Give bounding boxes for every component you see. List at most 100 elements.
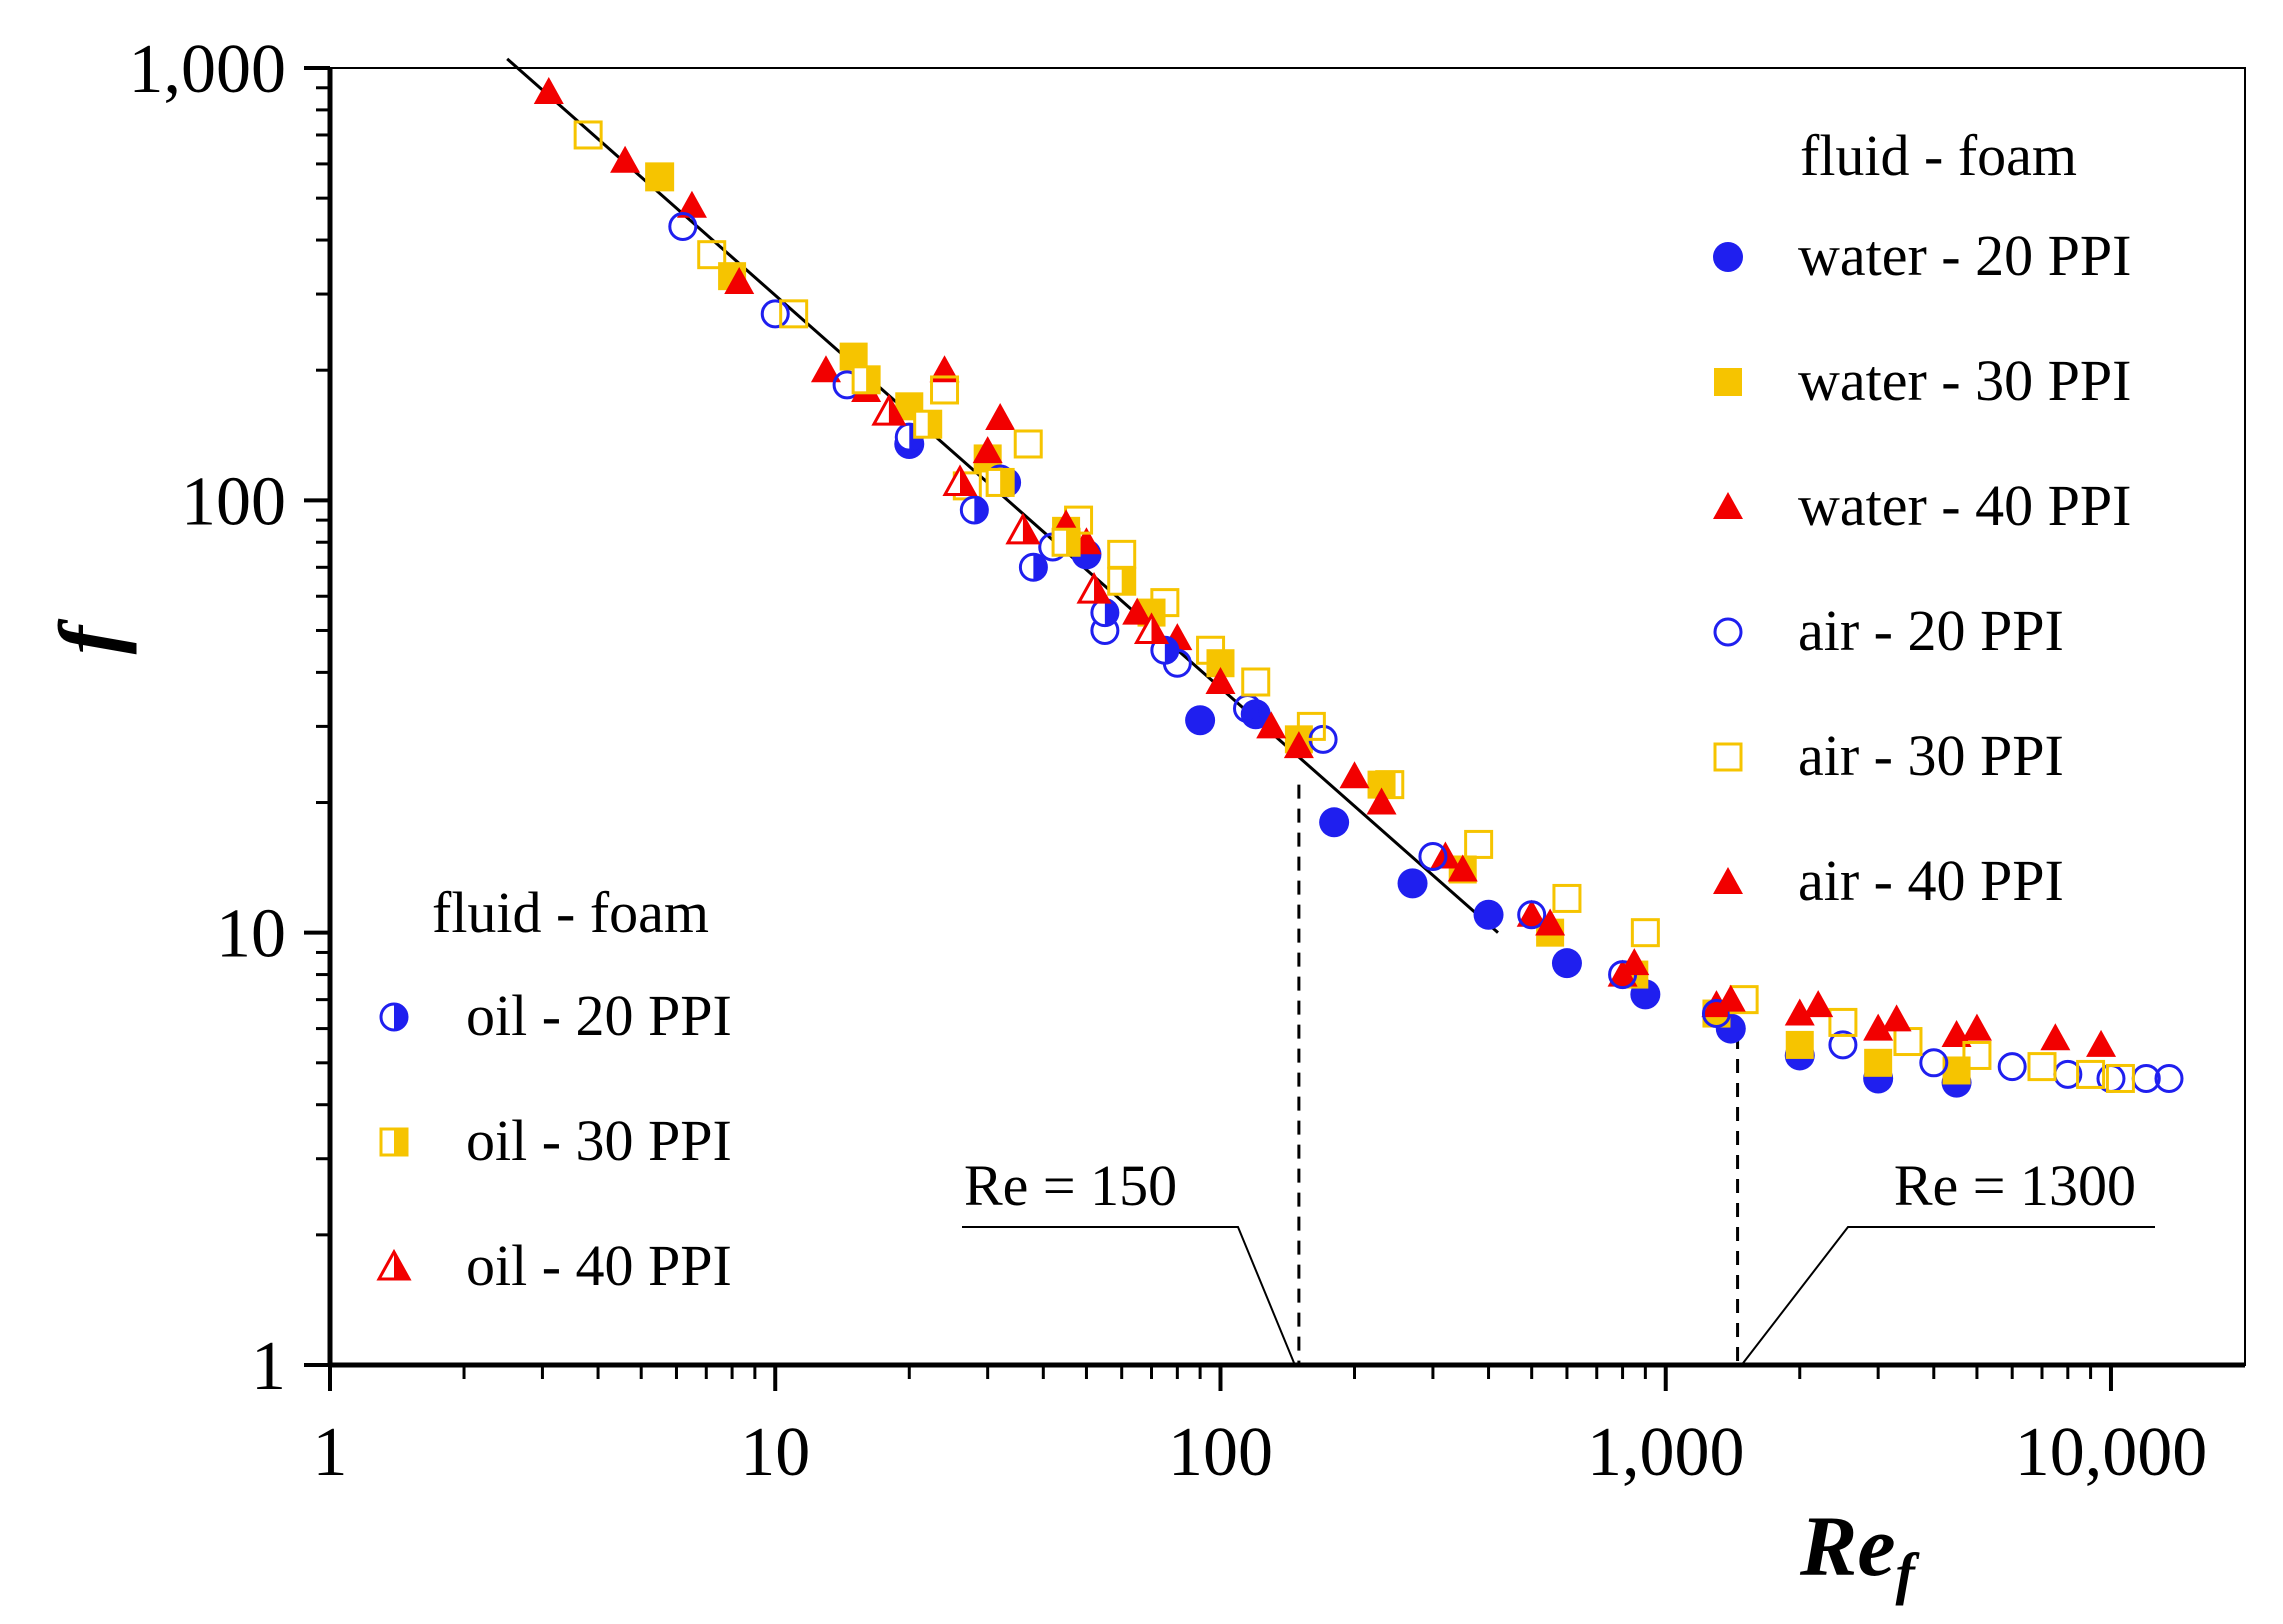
marker-shape [1552, 883, 1582, 913]
marker-shape [1447, 854, 1478, 882]
marker-shape [724, 266, 755, 294]
marker-shape [1013, 429, 1043, 459]
data-point [760, 299, 790, 329]
marker-shape [1713, 742, 1743, 772]
series-oil-40-ppi [871, 393, 1170, 644]
marker-shape [810, 355, 841, 383]
marker-shape [1619, 948, 1650, 976]
legend-top-entry: air - 20 PPI [1713, 598, 2064, 663]
series-oil-30-ppi [851, 365, 1137, 596]
legend-bottom-entry: oil - 40 PPI [376, 1233, 732, 1298]
marker-half [1151, 615, 1167, 643]
marker-shape [1881, 1004, 1912, 1032]
data-point [913, 409, 943, 439]
data-point [1715, 984, 1746, 1012]
legend-top-entry: air - 30 PPI [1713, 723, 2064, 788]
data-point [1919, 1048, 1949, 1078]
data-point [1122, 597, 1153, 625]
marker-shape [1296, 711, 1326, 741]
data-point [2040, 1023, 2071, 1051]
marker-shape [1962, 1040, 1992, 1070]
data-point [610, 145, 641, 173]
marker-shape [1473, 899, 1504, 930]
leader-re1300 [1740, 1226, 2155, 1366]
marker-shape [1713, 867, 1743, 894]
legend-marker [376, 1248, 412, 1281]
legend-top-title: fluid - foam [1800, 123, 2077, 188]
legend-marker [1713, 742, 1743, 772]
data-point [697, 240, 727, 270]
marker-shape [1713, 242, 1743, 272]
marker-shape [930, 375, 960, 405]
legend-marker [1713, 492, 1743, 519]
legend-marker [379, 1127, 409, 1157]
marker-shape [1196, 635, 1226, 665]
marker-shape [1551, 948, 1582, 979]
data-point [1447, 854, 1478, 882]
data-point [2076, 1059, 2106, 1089]
data-point [1464, 829, 1494, 859]
marker-shape [1828, 1030, 1858, 1060]
data-point [676, 190, 707, 218]
data-point [1319, 807, 1350, 838]
marker-shape [929, 355, 960, 383]
x-tick-label: 10 [740, 1414, 810, 1491]
marker-shape [760, 299, 790, 329]
marker-half [1033, 554, 1047, 581]
data-point [810, 355, 841, 383]
legend-marker [1713, 242, 1743, 272]
legend-label: water - 30 PPI [1798, 348, 2131, 413]
marker-shape [1785, 1030, 1814, 1059]
marker-half [1022, 515, 1038, 543]
legend-marker [1714, 368, 1742, 396]
marker-half [394, 1252, 409, 1279]
marker-shape [1185, 705, 1216, 736]
marker-half [1121, 568, 1135, 595]
data-point [930, 375, 960, 405]
data-point [724, 266, 755, 294]
data-point [1551, 948, 1582, 979]
data-point [1784, 998, 1815, 1026]
marker-shape [1256, 711, 1287, 739]
marker-shape [2105, 1063, 2135, 1093]
data-point [645, 162, 675, 192]
data-point [1803, 990, 1834, 1018]
data-point [942, 464, 978, 496]
data-point [2086, 1029, 2117, 1057]
series-oil-20-ppi [894, 422, 1180, 665]
marker-shape [779, 299, 809, 329]
data-point [1473, 899, 1504, 930]
data-point [1828, 1007, 1858, 1037]
legend-marker [379, 1002, 409, 1032]
data-point [1418, 842, 1448, 872]
marker-shape [1714, 368, 1742, 396]
data-point [1517, 900, 1547, 930]
legend-top-entry: air - 40 PPI [1713, 848, 2064, 913]
legend-bottom-entry: oil - 30 PPI [379, 1108, 732, 1173]
data-point [1076, 572, 1112, 604]
data-point [1150, 588, 1180, 618]
data-point [573, 120, 603, 150]
data-point [1051, 527, 1081, 557]
marker-half [394, 1004, 407, 1030]
y-tick-label: 100 [181, 463, 286, 540]
marker-shape [1516, 899, 1547, 927]
data-point [1552, 883, 1582, 913]
marker-shape [1122, 597, 1153, 625]
marker-shape [1715, 984, 1746, 1012]
data-point [1339, 761, 1370, 789]
data-point [645, 162, 674, 191]
data-point [1619, 948, 1650, 976]
marker-shape [1919, 1048, 1949, 1078]
data-point [1090, 598, 1120, 628]
marker-shape [1517, 900, 1547, 930]
marker-shape [1366, 787, 1397, 815]
data-point [1005, 512, 1041, 545]
marker-shape [1397, 868, 1428, 899]
data-point [1864, 1048, 1893, 1077]
data-point [985, 403, 1016, 431]
x-tick-label: 100 [1168, 1414, 1273, 1491]
data-point [851, 365, 881, 395]
marker-half [974, 496, 988, 523]
